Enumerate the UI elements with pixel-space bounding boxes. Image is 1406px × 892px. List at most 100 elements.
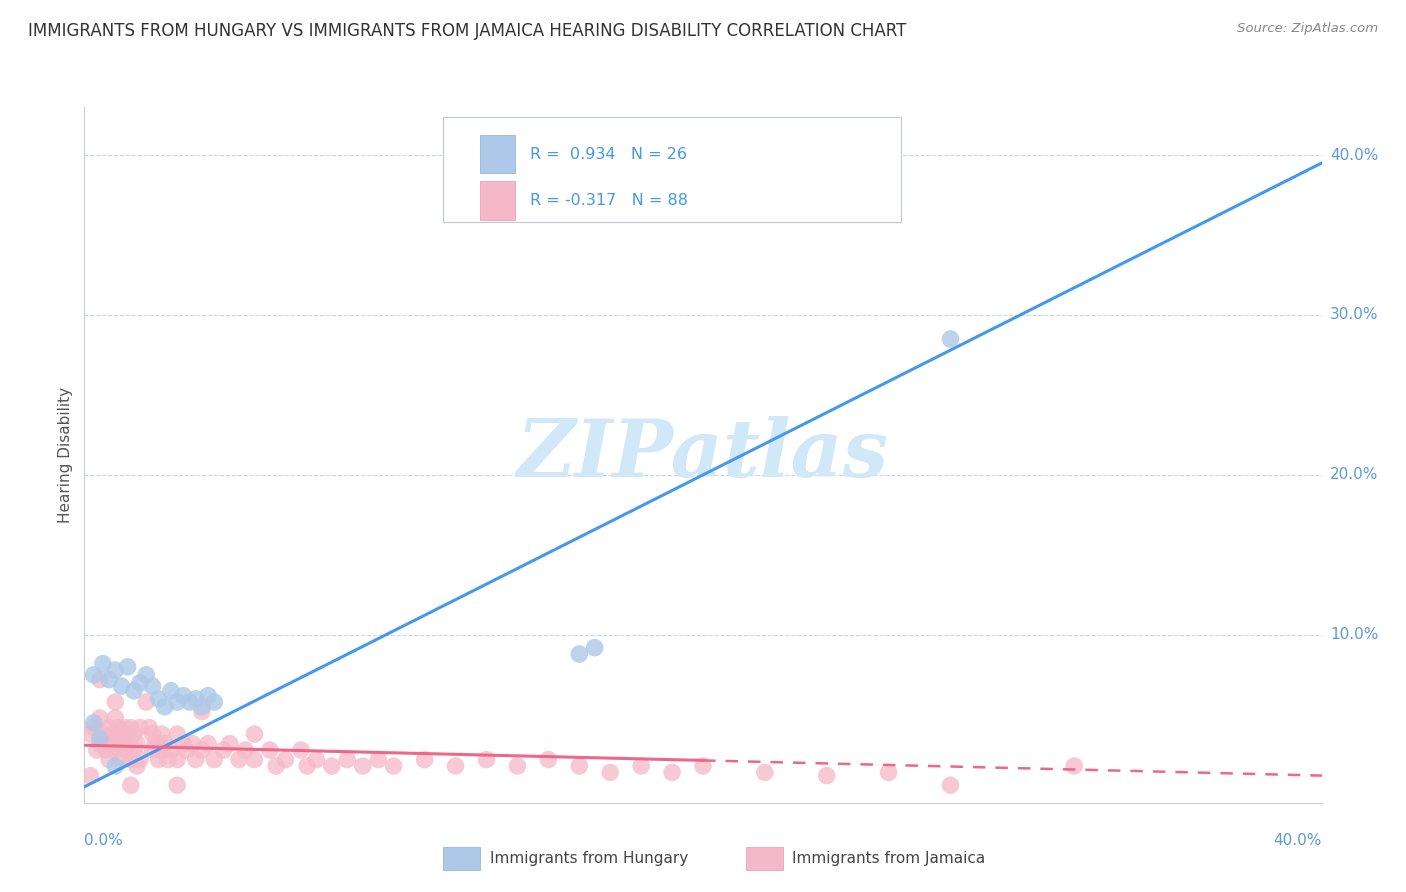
Point [172, 737, 194, 751]
Bar [747, 847, 783, 871]
Y-axis label: Hearing Disability: Hearing Disability [58, 387, 73, 523]
Point [166, 753, 188, 767]
Point [125, 737, 148, 751]
Point [120, 778, 142, 792]
Point [101, 737, 124, 751]
Point [444, 759, 467, 773]
Point [191, 705, 214, 719]
Text: 40.0%: 40.0% [1274, 833, 1322, 848]
Point [305, 753, 328, 767]
Point [191, 699, 214, 714]
Point [94, 737, 117, 751]
Point [145, 737, 167, 751]
Text: 10.0%: 10.0% [1330, 627, 1378, 642]
Point [630, 759, 652, 773]
Point [166, 695, 188, 709]
Point [125, 759, 148, 773]
Point [89, 673, 111, 687]
Text: IMMIGRANTS FROM HUNGARY VS IMMIGRANTS FROM JAMAICA HEARING DISABILITY CORRELATIO: IMMIGRANTS FROM HUNGARY VS IMMIGRANTS FR… [28, 22, 907, 40]
Point [120, 753, 142, 767]
Point [89, 731, 111, 746]
Text: Source: ZipAtlas.com: Source: ZipAtlas.com [1237, 22, 1378, 36]
Point [107, 721, 129, 735]
Point [233, 743, 256, 757]
Point [506, 759, 529, 773]
Point [79, 727, 101, 741]
Point [1063, 759, 1085, 773]
Point [91, 657, 114, 671]
Point [83, 668, 105, 682]
Point [122, 683, 145, 698]
Point [138, 721, 160, 735]
Point [150, 743, 173, 757]
Point [599, 765, 621, 780]
Text: Immigrants from Hungary: Immigrants from Hungary [491, 851, 689, 866]
Point [202, 695, 225, 709]
Point [661, 765, 683, 780]
Point [120, 721, 142, 735]
Point [939, 332, 962, 346]
Text: 20.0%: 20.0% [1330, 467, 1378, 483]
Point [160, 683, 183, 698]
Point [202, 753, 225, 767]
Point [475, 753, 498, 767]
Bar [481, 135, 515, 173]
Point [264, 759, 287, 773]
Point [110, 679, 132, 693]
Point [86, 743, 108, 757]
Point [568, 647, 591, 661]
Point [122, 727, 145, 741]
Point [122, 743, 145, 757]
Bar [443, 847, 481, 871]
Point [321, 759, 343, 773]
Point [197, 737, 219, 751]
Text: 0.0%: 0.0% [84, 833, 124, 848]
Point [135, 695, 157, 709]
Point [166, 727, 188, 741]
Point [89, 711, 111, 725]
Point [336, 753, 359, 767]
Text: 40.0%: 40.0% [1330, 147, 1378, 162]
Point [160, 743, 183, 757]
Point [259, 743, 281, 757]
Point [583, 640, 606, 655]
Point [117, 727, 139, 741]
Point [129, 753, 152, 767]
Point [184, 691, 207, 706]
Point [114, 721, 136, 735]
Point [176, 743, 198, 757]
Point [104, 743, 127, 757]
Point [181, 737, 204, 751]
Point [413, 753, 436, 767]
Point [141, 743, 163, 757]
Point [243, 727, 266, 741]
Point [877, 765, 900, 780]
Point [148, 691, 170, 706]
Point [153, 737, 176, 751]
Point [129, 676, 152, 690]
Point [295, 759, 318, 773]
FancyBboxPatch shape [443, 118, 901, 222]
Point [191, 743, 214, 757]
Point [129, 721, 152, 735]
Point [352, 759, 374, 773]
Point [114, 743, 136, 757]
Bar [481, 181, 515, 219]
Point [110, 727, 132, 741]
Point [135, 668, 157, 682]
Point [274, 753, 297, 767]
Point [83, 721, 105, 735]
Point [568, 759, 591, 773]
Point [184, 753, 207, 767]
Point [104, 711, 127, 725]
Point [212, 743, 235, 757]
Point [692, 759, 714, 773]
Point [98, 721, 121, 735]
Text: R = -0.317   N = 88: R = -0.317 N = 88 [530, 194, 688, 208]
Text: ZIPatlas: ZIPatlas [517, 417, 889, 493]
Point [939, 778, 962, 792]
Point [141, 679, 163, 693]
Point [89, 737, 111, 751]
Point [83, 715, 105, 730]
Point [104, 663, 127, 677]
